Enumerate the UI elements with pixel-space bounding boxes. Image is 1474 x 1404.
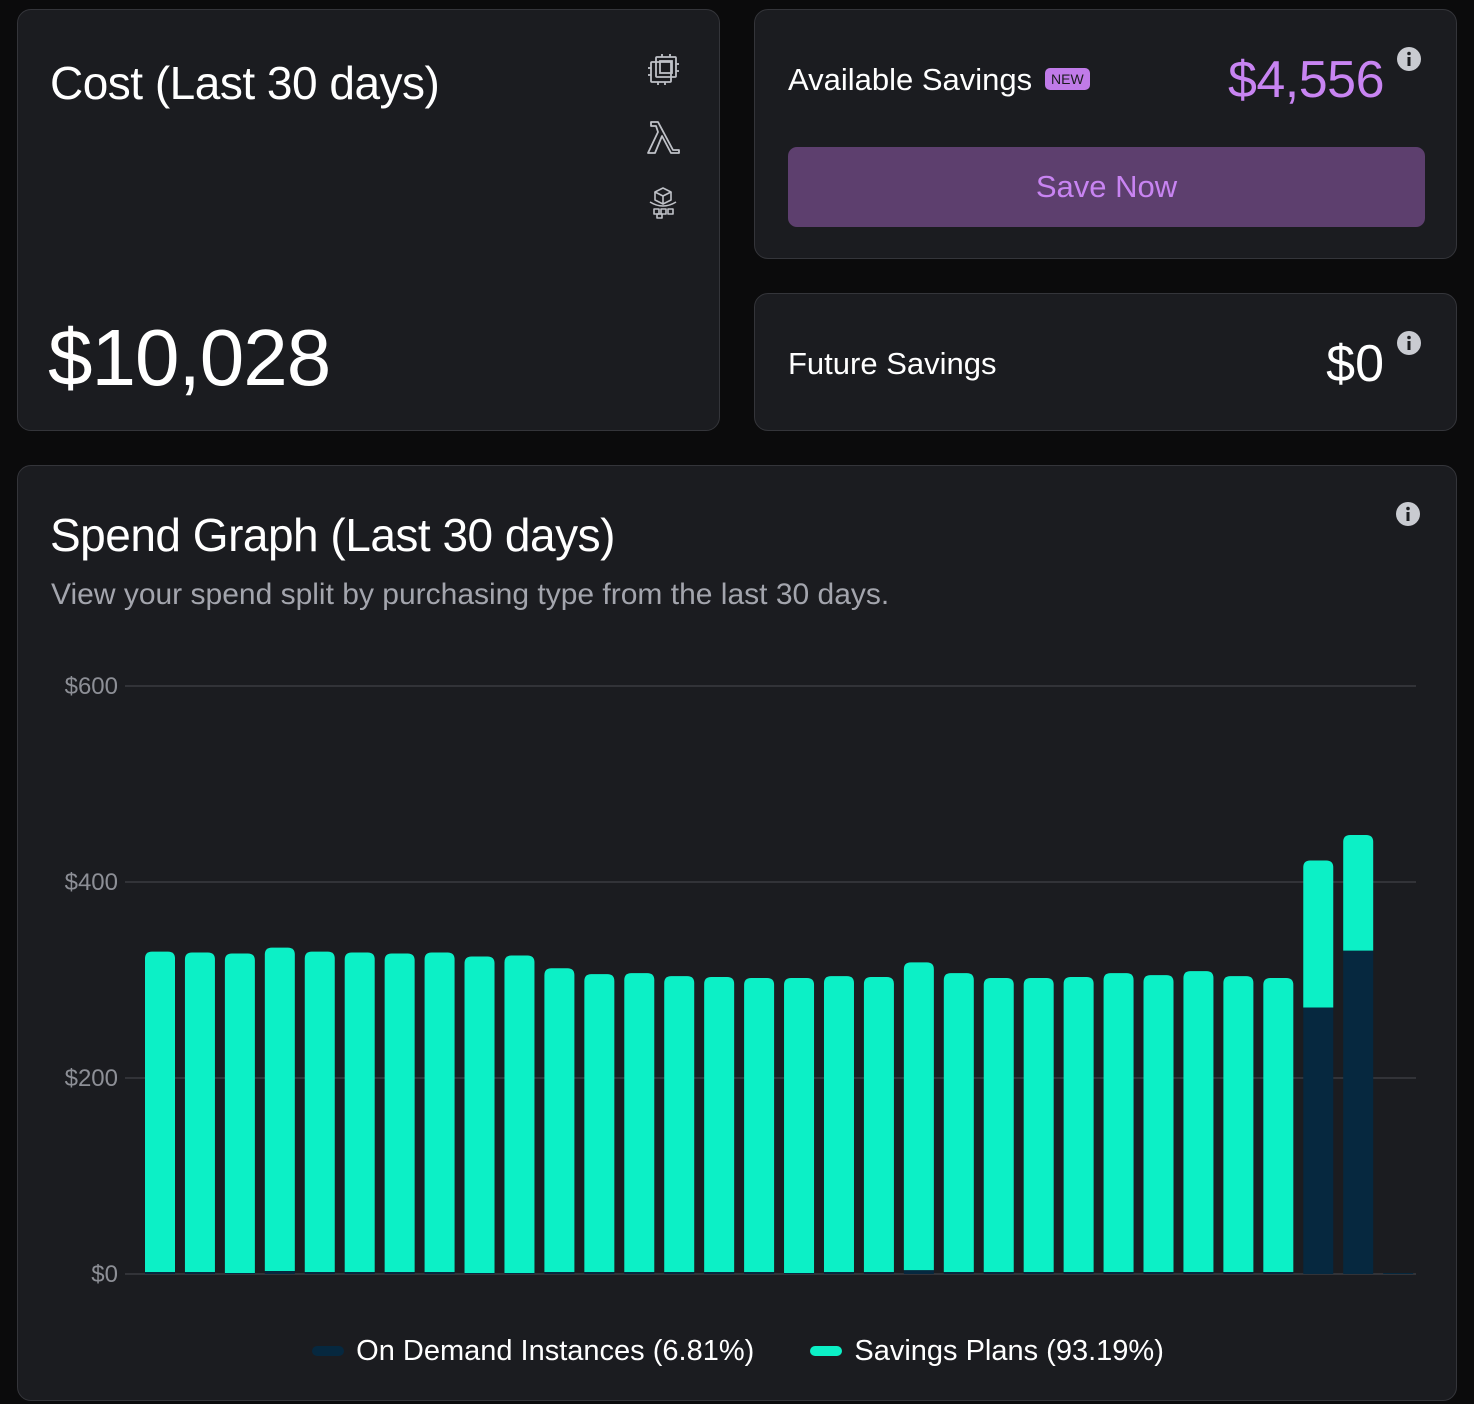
bar-on-demand[interactable] [784, 1273, 815, 1274]
bar-savings-plans[interactable] [1023, 978, 1054, 1273]
bar-on-demand[interactable] [1263, 1272, 1294, 1274]
bar-on-demand[interactable] [1343, 950, 1374, 1274]
bar-savings-plans[interactable] [624, 973, 655, 1273]
bar-savings-plans[interactable] [1063, 977, 1094, 1273]
bar-savings-plans[interactable] [823, 976, 854, 1273]
available-savings-value: $4,556 [1227, 51, 1385, 109]
info-icon[interactable] [1395, 501, 1421, 527]
bar-on-demand[interactable] [145, 1272, 175, 1274]
spend-graph-title: Spend Graph (Last 30 days) [50, 509, 615, 561]
container-icon[interactable] [643, 182, 683, 222]
bar-savings-plans[interactable] [1103, 973, 1134, 1273]
bar-savings-plans[interactable] [704, 977, 735, 1273]
bar-on-demand[interactable] [304, 1272, 335, 1274]
bar-savings-plans[interactable] [1303, 860, 1334, 1008]
bar-on-demand[interactable] [1303, 1007, 1334, 1274]
legend-item-on-demand[interactable]: On Demand Instances (6.81%) [312, 1335, 754, 1368]
bar-on-demand[interactable] [184, 1272, 215, 1274]
bar-on-demand[interactable] [1103, 1272, 1134, 1274]
new-badge: NEW [1045, 68, 1090, 90]
y-tick-label: $600 [65, 673, 118, 700]
future-savings-label: Future Savings [788, 346, 997, 381]
save-now-button[interactable]: Save Now [788, 147, 1425, 227]
bar-on-demand[interactable] [264, 1271, 295, 1274]
bar-savings-plans[interactable] [983, 978, 1014, 1273]
bar-on-demand[interactable] [1383, 1273, 1414, 1274]
bar-savings-plans[interactable] [863, 977, 894, 1273]
bar-on-demand[interactable] [983, 1272, 1014, 1274]
legend-item-savings-plans[interactable]: Savings Plans (93.19%) [810, 1335, 1164, 1368]
bar-savings-plans[interactable] [1223, 976, 1254, 1273]
bar-savings-plans[interactable] [184, 952, 215, 1273]
new-badge-text: NEW [1051, 71, 1084, 87]
bar-on-demand[interactable] [903, 1270, 934, 1274]
bar-on-demand[interactable] [624, 1272, 655, 1274]
bar-savings-plans[interactable] [1183, 971, 1214, 1273]
bar-on-demand[interactable] [1063, 1272, 1094, 1274]
future-savings-value: $0 [1326, 335, 1384, 393]
legend-label-savings-plans: Savings Plans (93.19%) [854, 1334, 1164, 1367]
bar-on-demand[interactable] [464, 1273, 495, 1274]
bar-savings-plans[interactable] [1263, 978, 1294, 1273]
bar-on-demand[interactable] [744, 1272, 775, 1274]
bar-on-demand[interactable] [544, 1272, 575, 1274]
legend-swatch-savings-plans [810, 1346, 843, 1356]
bar-on-demand[interactable] [344, 1272, 375, 1274]
bar-savings-plans[interactable] [1343, 834, 1374, 951]
info-icon[interactable] [1396, 330, 1422, 356]
available-savings-card: Available Savings NEW $4,556 Save Now [754, 9, 1457, 259]
spend-graph-subtitle: View your spend split by purchasing type… [51, 578, 890, 611]
bar-savings-plans[interactable] [744, 978, 775, 1273]
bar-on-demand[interactable] [504, 1273, 535, 1274]
y-tick-label: $400 [65, 869, 118, 896]
info-icon[interactable] [1396, 46, 1422, 72]
bar-savings-plans[interactable] [384, 953, 415, 1273]
bar-on-demand[interactable] [1143, 1272, 1174, 1274]
chip-icon[interactable] [643, 50, 683, 90]
bar-on-demand[interactable] [664, 1272, 695, 1274]
cost-value: $10,028 [48, 313, 331, 402]
bar-on-demand[interactable] [1223, 1272, 1254, 1274]
chart-legend: On Demand Instances (6.81%) Savings Plan… [18, 1331, 1458, 1368]
bar-savings-plans[interactable] [584, 974, 615, 1273]
bar-savings-plans[interactable] [145, 951, 175, 1273]
y-tick-label: $0 [91, 1261, 118, 1288]
bar-savings-plans[interactable] [464, 956, 495, 1274]
spend-graph-card: Spend Graph (Last 30 days) View your spe… [17, 465, 1457, 1401]
cost-card: Cost (Last 30 days) $10,028 [17, 9, 720, 431]
cost-title: Cost (Last 30 days) [50, 57, 440, 109]
legend-swatch-on-demand [312, 1346, 345, 1356]
bar-savings-plans[interactable] [504, 955, 535, 1274]
bar-savings-plans[interactable] [943, 973, 974, 1273]
bar-on-demand[interactable] [943, 1272, 974, 1274]
bar-on-demand[interactable] [424, 1272, 455, 1274]
bar-on-demand[interactable] [584, 1272, 615, 1274]
legend-label-on-demand: On Demand Instances (6.81%) [356, 1334, 755, 1367]
bar-savings-plans[interactable] [1143, 975, 1174, 1273]
bar-on-demand[interactable] [224, 1273, 255, 1274]
bar-on-demand[interactable] [1183, 1272, 1214, 1274]
spend-chart: $0 $200 $400 $600 [65, 673, 1416, 1288]
bar-on-demand[interactable] [863, 1272, 894, 1274]
bar-savings-plans[interactable] [344, 952, 375, 1273]
bar-savings-plans[interactable] [903, 962, 934, 1271]
bar-savings-plans[interactable] [544, 968, 575, 1273]
bar-on-demand[interactable] [823, 1272, 854, 1274]
bar-savings-plans[interactable] [784, 978, 815, 1274]
available-savings-label: Available Savings [788, 62, 1033, 97]
future-savings-card: Future Savings $0 [754, 293, 1457, 431]
y-tick-label: $200 [65, 1065, 118, 1092]
bar-savings-plans[interactable] [424, 952, 455, 1273]
bar-on-demand[interactable] [1023, 1272, 1054, 1274]
bar-savings-plans[interactable] [264, 947, 295, 1272]
bar-on-demand[interactable] [384, 1272, 415, 1274]
bar-on-demand[interactable] [704, 1272, 735, 1274]
bar-savings-plans[interactable] [664, 976, 695, 1273]
bar-savings-plans[interactable] [304, 951, 335, 1273]
bar-savings-plans[interactable] [224, 953, 255, 1274]
lambda-icon[interactable] [643, 116, 683, 156]
